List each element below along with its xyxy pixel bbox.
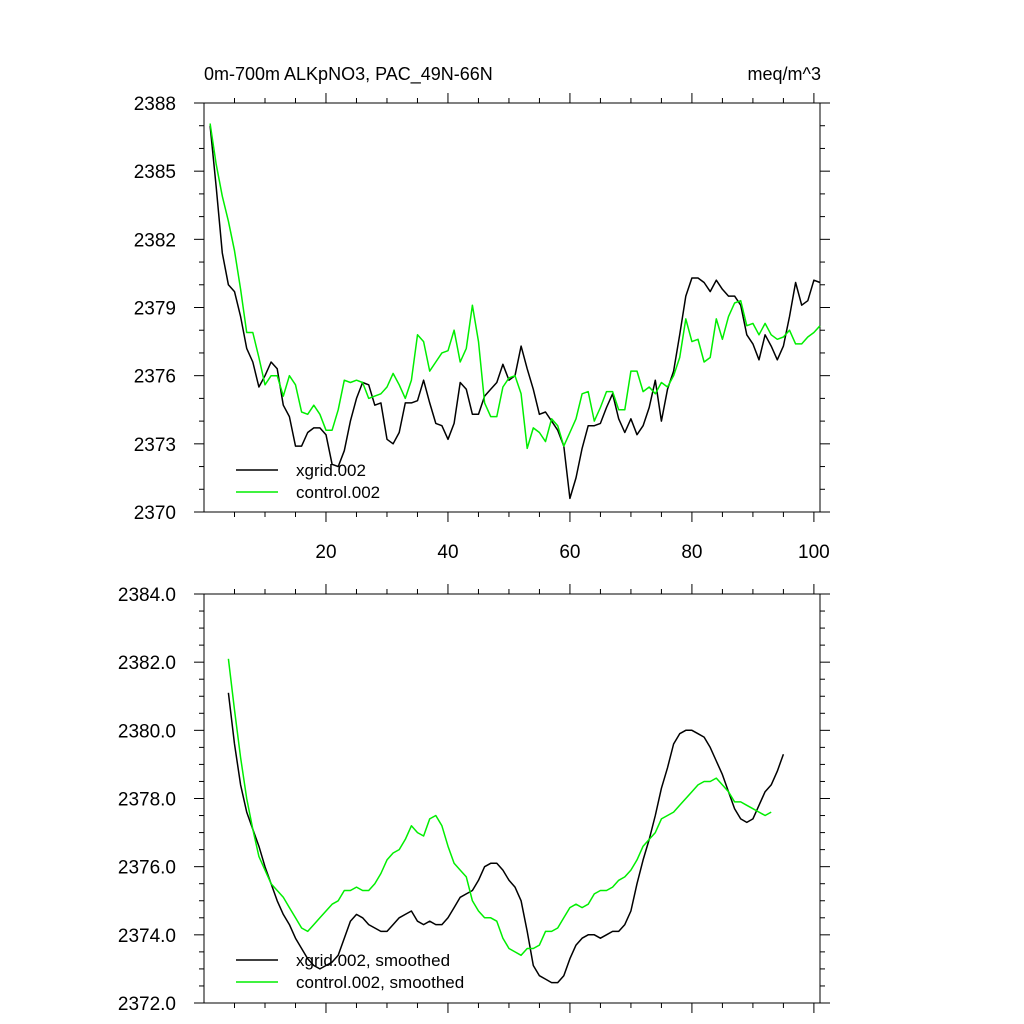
legend-label-control: control.002 [296,483,380,502]
top-plot-frame [203,102,821,513]
top-panel-title: 0m-700m ALKpNO3, PAC_49N-66N [204,64,493,85]
top-ytick-label: 2376 [134,367,176,388]
top-ytick-label: 2370 [134,503,176,524]
top-legend: xgrid.002 control.002 [236,461,380,502]
top-panel-units: meq/m^3 [748,64,821,84]
top-ytick-label: 2388 [134,94,176,115]
bottom-ytick-label: 2372.0 [118,994,176,1015]
top-xtick-label: 40 [437,542,458,563]
legend-label-xgrid-smoothed: xgrid.002, smoothed [296,951,450,970]
top-xtick-label: 80 [681,542,702,563]
top-ytick-label: 2382 [134,230,176,251]
top-xtick-label: 60 [559,542,580,563]
top-ytick-label: 2379 [134,299,176,320]
bottom-ytick-label: 2376.0 [118,858,176,879]
bottom-axis-ticks: 2372.0 2374.0 2376.0 2378.0 2380.0 2382.0 2384… [118,584,830,1015]
bottom-series-line-xgrid [227,692,785,984]
bottom-plot-frame [203,593,821,1004]
top-series-line-xgrid [209,125,821,500]
bottom-ytick-label: 2382.0 [118,653,176,674]
top-ytick-label: 2373 [134,435,176,456]
bottom-ytick-label: 2384.0 [118,585,176,606]
bottom-panel: 2372.0 2374.0 2376.0 2378.0 2380.0 2382.0 2384… [118,584,830,1015]
bottom-series-lines [227,658,785,984]
top-ytick-label: 2385 [134,162,176,183]
bottom-legend: xgrid.002, smoothed control.002, smoothe… [236,951,464,992]
top-axis-ticks: 20 40 60 80 100 2370 2373 2376 2379 2382 2385 2388 [134,93,830,563]
top-panel: 0m-700m ALKpNO3, PAC_49N-66N meq/m^3 20 4… [134,64,830,563]
legend-label-xgrid: xgrid.002 [296,461,366,480]
bottom-series-line-control [227,658,772,957]
top-xtick-label: 100 [798,542,830,563]
bottom-ytick-label: 2380.0 [118,721,176,742]
bottom-ytick-label: 2374.0 [118,926,176,947]
legend-label-control-smoothed: control.002, smoothed [296,973,464,992]
top-xtick-label: 20 [315,542,336,563]
bottom-ytick-label: 2378.0 [118,790,176,811]
top-series-lines [209,123,821,500]
top-series-line-control [209,123,821,450]
